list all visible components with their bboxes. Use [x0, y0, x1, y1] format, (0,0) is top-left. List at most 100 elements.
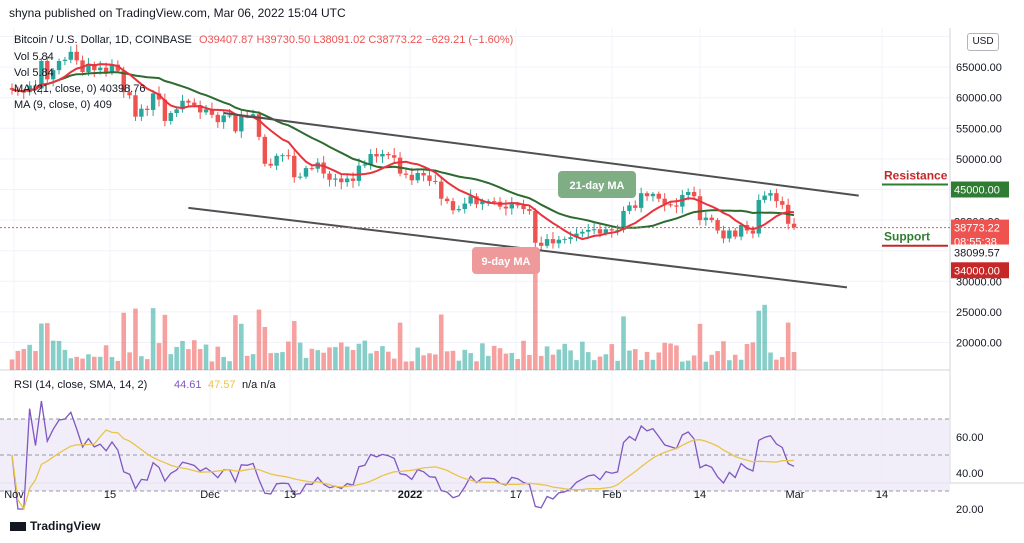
- volume-bar: [738, 359, 744, 370]
- volume-bar: [315, 350, 321, 370]
- candle-body: [756, 199, 761, 234]
- volume-bars: [9, 263, 797, 370]
- currency-button[interactable]: USD: [967, 33, 999, 51]
- candle-body: [174, 109, 179, 113]
- volume-bar: [433, 354, 438, 370]
- volume-bar: [244, 355, 250, 370]
- candle-body: [774, 193, 779, 202]
- rsi-na: n/a n/a: [242, 379, 277, 391]
- candle-body: [68, 51, 73, 60]
- volume-bar: [427, 353, 432, 370]
- volume-bar: [262, 326, 268, 370]
- volume-bar: [444, 351, 450, 370]
- volume-bar: [462, 349, 468, 370]
- volume-bar: [650, 359, 656, 370]
- y-tick-label: 25000.00: [956, 307, 1002, 319]
- ma9-callout-bg: [472, 247, 540, 274]
- candle-body: [297, 176, 303, 178]
- volume-bar: [139, 356, 144, 370]
- ma21-callout: 21-day MA: [569, 180, 624, 192]
- candle-body: [550, 239, 556, 244]
- volume-bar: [44, 323, 50, 370]
- volume-bar: [544, 346, 550, 370]
- volume-bar: [674, 345, 679, 370]
- candle-body: [203, 109, 209, 113]
- candle-body: [515, 204, 520, 206]
- volume-bar: [362, 340, 368, 370]
- resistance-label: Resistance: [884, 169, 948, 183]
- candle-body: [386, 154, 391, 156]
- candle-body: [503, 206, 509, 209]
- x-tick-label: 14: [876, 489, 888, 501]
- volume-bar: [779, 357, 785, 370]
- y-tick-label: 20000.00: [956, 338, 1002, 350]
- x-tick-label: 2022: [398, 489, 422, 501]
- volume-bar: [527, 354, 532, 370]
- volume-bar: [591, 360, 597, 370]
- legend-symbol[interactable]: Bitcoin / U.S. Dollar, 1D, COINBASE: [14, 34, 192, 46]
- candle-body: [662, 198, 667, 205]
- volume-bar: [33, 351, 38, 370]
- y-tick-label: 50000.00: [956, 154, 1002, 166]
- candle-body: [421, 172, 426, 176]
- candle-body: [221, 115, 226, 123]
- legend-ma21[interactable]: MA (21, close, 0) 40398.76: [14, 83, 146, 95]
- volume-bar: [27, 344, 32, 370]
- candle-body: [327, 173, 332, 180]
- candle-body: [415, 172, 420, 181]
- legend-ohlc-values: O39407.87 H39730.50 L38091.02 C38773.22 …: [198, 34, 514, 46]
- brand-name: TradingView: [30, 519, 101, 533]
- volume-bar: [327, 347, 332, 370]
- candle-body: [638, 193, 644, 208]
- volume-bar: [221, 356, 226, 370]
- volume-bar: [256, 309, 262, 370]
- tradingview-logo[interactable]: TradingView: [10, 519, 100, 533]
- candle-body: [368, 154, 373, 165]
- volume-bar: [68, 358, 74, 370]
- rsi-sma-value: 47.57: [208, 379, 236, 391]
- volume-bar: [74, 356, 79, 370]
- candle-body: [691, 191, 697, 197]
- volume-bar: [550, 354, 556, 370]
- candle-body: [586, 229, 591, 232]
- candle-body: [39, 60, 44, 89]
- legend-ma9[interactable]: MA (9, close, 0) 409: [14, 99, 112, 111]
- candle-body: [527, 209, 532, 211]
- volume-bar: [344, 346, 350, 370]
- publisher-line: shyna published on TradingView.com, Mar …: [9, 6, 346, 20]
- candle-body: [45, 60, 50, 80]
- legend-vol-1[interactable]: Vol 5.84: [14, 51, 54, 63]
- candle-body: [750, 230, 756, 234]
- candle-body: [62, 59, 68, 61]
- close-tag: 38773.22: [954, 223, 1000, 235]
- volume-bar: [309, 348, 315, 370]
- volume-bar: [515, 359, 520, 370]
- volume-bar: [197, 349, 203, 370]
- volume-bar: [274, 352, 279, 370]
- candle-body: [709, 217, 714, 221]
- candle-body: [215, 114, 220, 123]
- candle-body: [544, 239, 550, 246]
- candle-body: [603, 229, 609, 234]
- legend-vol-2[interactable]: Vol 5.84: [14, 67, 54, 79]
- volume-bar: [485, 355, 491, 370]
- volume-bar: [39, 323, 44, 370]
- candle-body: [256, 114, 262, 137]
- volume-bar: [92, 356, 97, 370]
- ma9-line: [11, 63, 795, 241]
- candle-body: [168, 113, 173, 121]
- candle-body: [286, 155, 291, 157]
- volume-bar: [703, 361, 709, 370]
- volume-bar: [474, 361, 479, 370]
- x-tick-label: Dec: [200, 489, 220, 501]
- volume-bar: [791, 352, 797, 370]
- candle-body: [474, 196, 479, 205]
- candle-body: [150, 93, 156, 110]
- y-tick-label: 30000.00: [956, 276, 1002, 288]
- volume-bar: [133, 308, 138, 370]
- volume-bar: [521, 340, 526, 370]
- candle-body: [768, 193, 773, 196]
- volume-bar: [9, 359, 15, 370]
- candle-body: [444, 198, 450, 202]
- x-tick-label: Nov: [4, 489, 24, 501]
